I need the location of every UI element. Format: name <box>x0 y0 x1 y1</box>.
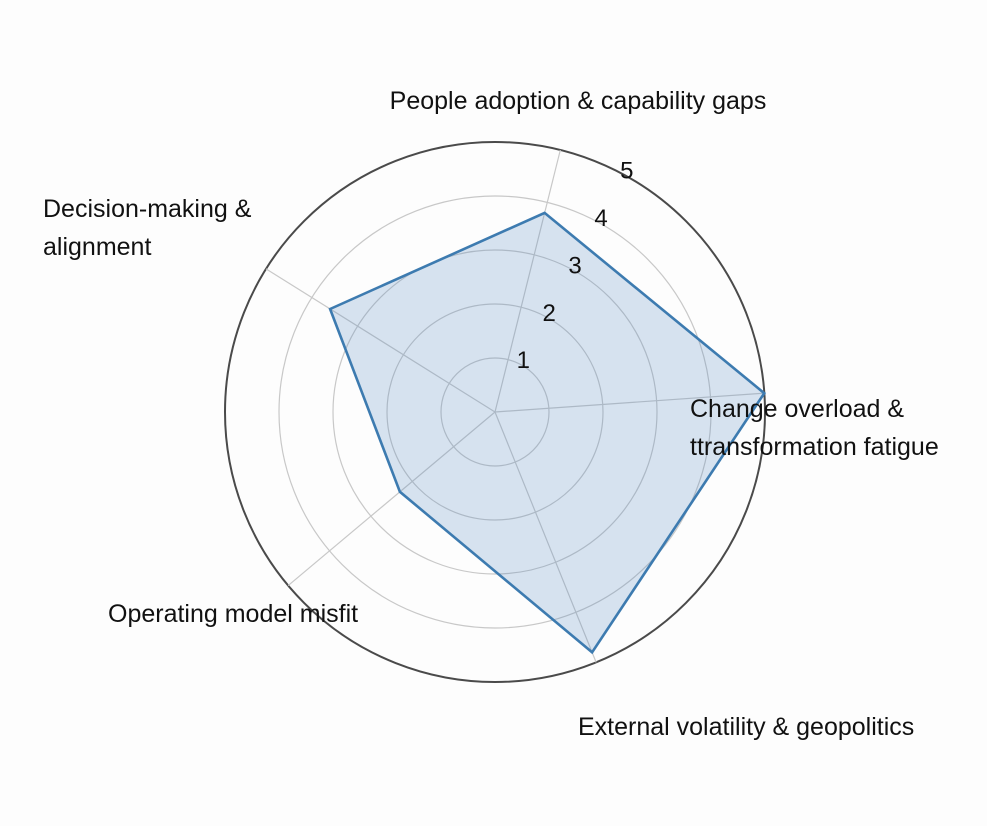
grid-ring-2 <box>386 303 604 521</box>
outer-ring <box>224 141 766 683</box>
tick-label-5: 5 <box>620 158 633 185</box>
tick-label-4: 4 <box>594 205 607 232</box>
category-label-2: People adoption & capability gaps <box>390 87 767 115</box>
category-labels: Change overload & ttransformation fatigue… <box>43 87 939 741</box>
spoke-3 <box>265 268 496 413</box>
spoke-5 <box>494 411 597 663</box>
axis-spokes <box>265 149 765 663</box>
spoke-1 <box>494 392 765 413</box>
tick-label-2: 2 <box>543 300 556 327</box>
grid-ring-1 <box>440 357 550 467</box>
grid-ring-3 <box>332 249 658 575</box>
tick-label-1: 1 <box>517 347 530 374</box>
grid-rings <box>224 141 766 683</box>
category-label-5: External volatility & geopolitics <box>578 713 914 741</box>
spoke-4 <box>287 411 496 587</box>
series-area-1 <box>328 211 767 655</box>
grid-ring-4 <box>278 195 712 629</box>
category-label-4: Operating model misfit <box>108 600 358 628</box>
tick-label-3: 3 <box>568 252 581 279</box>
spoke-2 <box>494 149 561 413</box>
category-label-1: Change overload & ttransformation fatigue <box>690 395 939 461</box>
category-label-3: Decision-making & alignment <box>43 195 252 261</box>
data-layer <box>328 211 767 655</box>
